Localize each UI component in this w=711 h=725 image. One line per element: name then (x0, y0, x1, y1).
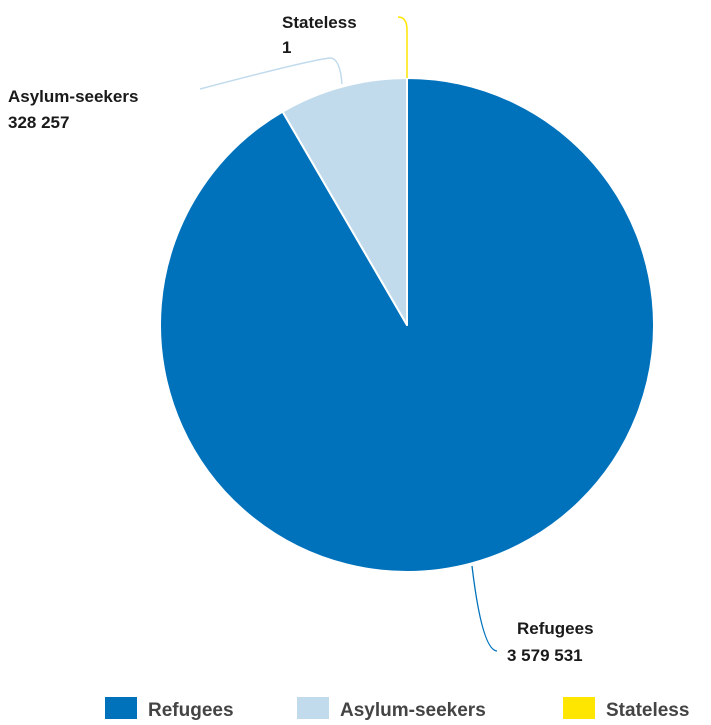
label-stateless-value: 1 (282, 38, 291, 57)
label-stateless-name: Stateless (282, 13, 357, 32)
label-asylum-name: Asylum-seekers (8, 87, 138, 106)
label-asylum-value: 328 257 (8, 113, 69, 132)
legend-swatch-refugees (105, 697, 137, 719)
legend-item-asylum-seekers: Asylum-seekers (297, 697, 486, 721)
legend-label-refugees: Refugees (148, 700, 234, 721)
legend-item-refugees: Refugees (105, 697, 234, 721)
legend-swatch-stateless (563, 697, 595, 719)
leader-lines (199, 16, 498, 652)
legend-item-stateless: Stateless (563, 697, 689, 721)
label-refugees-name: Refugees (517, 619, 594, 638)
legend-label-stateless: Stateless (606, 700, 689, 721)
slice-labels: Stateless 1 Asylum-seekers 328 257 Refug… (8, 13, 594, 665)
legend-label-asylum-seekers: Asylum-seekers (340, 700, 486, 721)
pie-slice-asylum-seekers (281, 77, 408, 326)
leader-line-asylum-seekers (199, 57, 343, 90)
leader-line-refugees (471, 565, 498, 652)
legend-swatch-asylum-seekers (297, 697, 329, 719)
chart-legend: Refugees Asylum-seekers Stateless (105, 697, 689, 721)
leader-line-stateless (397, 16, 408, 78)
label-refugees-value: 3 579 531 (507, 646, 583, 665)
pie-slices (159, 77, 655, 573)
